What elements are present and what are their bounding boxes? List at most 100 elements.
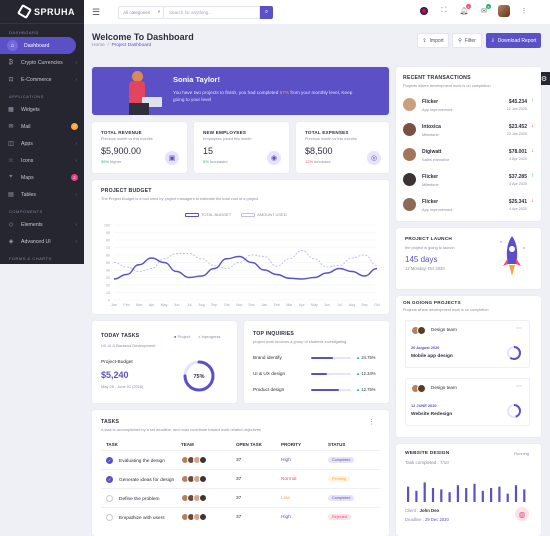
table-row[interactable]: ✓ Evaluating the design 37 High Completed — [101, 450, 380, 470]
table-row[interactable]: Empathize with users 37 High Rejected — [101, 507, 380, 527]
more-horizontal-icon[interactable]: ⋯ — [516, 384, 522, 390]
sidebar-item-icons[interactable]: ☆ Icons › — [0, 152, 84, 169]
budget-title: PROJECT BUDGET — [101, 188, 152, 194]
stat-value: $8,500 — [305, 146, 333, 156]
stat-change: 12% decrease — [305, 159, 331, 164]
project-budget-card: PROJECT BUDGET The Project Budget is a t… — [92, 180, 389, 314]
transaction-role: App improvement — [422, 107, 453, 112]
sidebar-item-elements[interactable]: ◇ Elements › — [0, 216, 84, 233]
status-badge: Completed — [328, 495, 355, 501]
transaction-date: 4 Apr 2020 — [509, 182, 527, 186]
bell-icon[interactable]: 🔔︎ 3 — [459, 4, 471, 15]
category-value: All categories — [123, 9, 151, 15]
table-row[interactable]: Define the problem 37 Low Completed — [101, 488, 380, 508]
more-horizontal-icon[interactable]: ⋯ — [516, 326, 522, 332]
transaction-name[interactable]: Flicker — [422, 99, 439, 105]
transaction-name[interactable]: Intoxica — [422, 124, 441, 130]
inquiry-bar-fill — [311, 373, 327, 375]
website-design-card: WEBSITE DESIGN Running Task completed : … — [396, 444, 541, 536]
sidebar-item-label: Elements — [21, 221, 43, 228]
sidebar-item-label: Maps — [21, 174, 34, 181]
project-name: Mobile app design — [411, 354, 453, 359]
x-tick-label: May — [161, 303, 168, 307]
filter-icon: ⚲ — [458, 37, 462, 44]
checkbox-checked[interactable]: ✓ — [106, 456, 113, 464]
sidebar-item-label: Advanced UI — [21, 238, 51, 245]
sidebar-item-tables[interactable]: ▤ Tables › — [0, 186, 84, 203]
team-label: Design team — [431, 327, 457, 332]
sidebar-item-mail[interactable]: ✉ Mail 2 — [0, 118, 84, 135]
chat-icon[interactable]: ✉ 5 — [481, 4, 491, 15]
checkbox-checked[interactable]: ✓ — [106, 475, 113, 483]
stat-change: 5% Increased — [203, 159, 228, 164]
today-value: $5,240 — [101, 370, 129, 380]
chevron-right-icon: › — [75, 191, 77, 198]
download-report-button[interactable]: ⇩ Download Report — [486, 33, 541, 48]
filter-button[interactable]: ⚲ Filter — [452, 33, 482, 48]
search-button[interactable]: ⌕ — [260, 5, 274, 19]
sidebar-item-label: Dashboard — [24, 42, 50, 49]
project-card[interactable]: Design team ⋯ 20 August 2020 Mobile app … — [405, 320, 530, 368]
project-card[interactable]: Design team ⋯ 12 JUNE 2020 Website Redes… — [405, 378, 530, 426]
progress-percent: 75% — [193, 374, 204, 380]
search-input[interactable]: Search for anything... — [164, 5, 261, 19]
column-header: TASK — [106, 442, 118, 447]
tasks-card: TASKS A task is accomplished by a set de… — [92, 410, 389, 536]
team-label: Design team — [431, 385, 457, 390]
more-vertical-icon[interactable]: ⋮ — [368, 419, 375, 426]
dribbble-icon: ◍ — [515, 507, 529, 521]
table-row[interactable]: ✓ Generate ideas for design 37 Normal Pen… — [101, 469, 380, 489]
import-button[interactable]: ⇪ Import — [417, 33, 449, 48]
sidebar-item-maps[interactable]: ⌖ Maps 2 — [0, 169, 84, 186]
legend-item[interactable]: AMOUNT USED — [241, 212, 287, 217]
chevron-right-icon: › — [75, 140, 77, 147]
transactions-title: RECENT TRANSACTIONS — [403, 75, 471, 81]
menu-toggle-icon[interactable]: ☰ — [92, 6, 101, 17]
website-bar — [415, 490, 418, 502]
task-name: Empathize with users — [119, 515, 165, 521]
legend-item[interactable]: TOTAL BUDGET — [185, 212, 231, 217]
launch-date: 12 Monday, Oct 2020 — [405, 266, 445, 271]
project-date: 12 JUNE 2020 — [411, 403, 437, 408]
project-progress-ring — [507, 346, 521, 360]
checkbox-unchecked[interactable] — [106, 513, 113, 521]
fullscreen-icon[interactable]: ⛶ — [441, 7, 447, 14]
settings-gear-icon[interactable]: ⚙ — [538, 72, 550, 85]
website-bar — [514, 485, 518, 502]
transaction-name[interactable]: Flicker — [422, 199, 439, 205]
launch-days: 145 days — [405, 255, 438, 264]
x-tick-label: Jan — [111, 303, 117, 307]
status-badge: Completed — [328, 457, 355, 463]
x-tick-label: Sep — [361, 303, 367, 307]
tasks-table: TASK TEAM OPEN TASK PRORITY STATUS ✓ Eval… — [101, 439, 380, 527]
transaction-date: 4 Apr 2020 — [509, 157, 527, 161]
sidebar-item-label: Mail — [21, 123, 31, 130]
transactions-sub: Projects where development work is on co… — [403, 83, 491, 88]
stat-card-revenue: TOTAL REVENUE Previous month vs this mon… — [92, 122, 187, 173]
transaction-date: 23 Jan 2020 — [506, 132, 527, 136]
chevron-right-icon: › — [75, 59, 77, 66]
transaction-name[interactable]: Digiwatt — [422, 149, 442, 155]
sidebar-item-apps[interactable]: ◫ Apps › — [0, 135, 84, 152]
website-bar — [407, 486, 410, 502]
sidebar-item-widgets[interactable]: ▦ Widgets — [0, 101, 84, 118]
language-flag-icon[interactable] — [418, 5, 430, 17]
x-tick-label: Aug — [198, 303, 204, 307]
sidebar-item-crypto[interactable]: ₿ Crypto Currencies › — [0, 54, 84, 71]
website-bar — [498, 486, 501, 502]
transaction-name[interactable]: Flicker — [422, 174, 439, 180]
avatar — [199, 513, 207, 522]
user-avatar[interactable] — [498, 5, 510, 17]
sidebar-item-advanced[interactable]: ◈ Advanced UI › — [0, 233, 84, 250]
team-avatars — [181, 494, 236, 502]
breadcrumb-home[interactable]: Home — [92, 43, 105, 48]
category-select[interactable]: All categories ▾ — [118, 5, 165, 19]
checkbox-unchecked[interactable] — [106, 494, 113, 502]
budget-sub: The Project Budget is a tool used by pro… — [101, 196, 259, 201]
mail-icon: ✉ — [8, 124, 14, 130]
sidebar-item-dashboard[interactable]: ⌂ Dashboard — [0, 37, 76, 54]
today-legend: ● Project ● Inprogress — [174, 334, 220, 339]
more-vertical-icon[interactable]: ⋮ — [520, 8, 528, 15]
brand-logo[interactable]: SPRUHA — [0, 0, 84, 24]
sidebar-item-ecommerce[interactable]: ⊡ E-Commerce › — [0, 71, 84, 88]
